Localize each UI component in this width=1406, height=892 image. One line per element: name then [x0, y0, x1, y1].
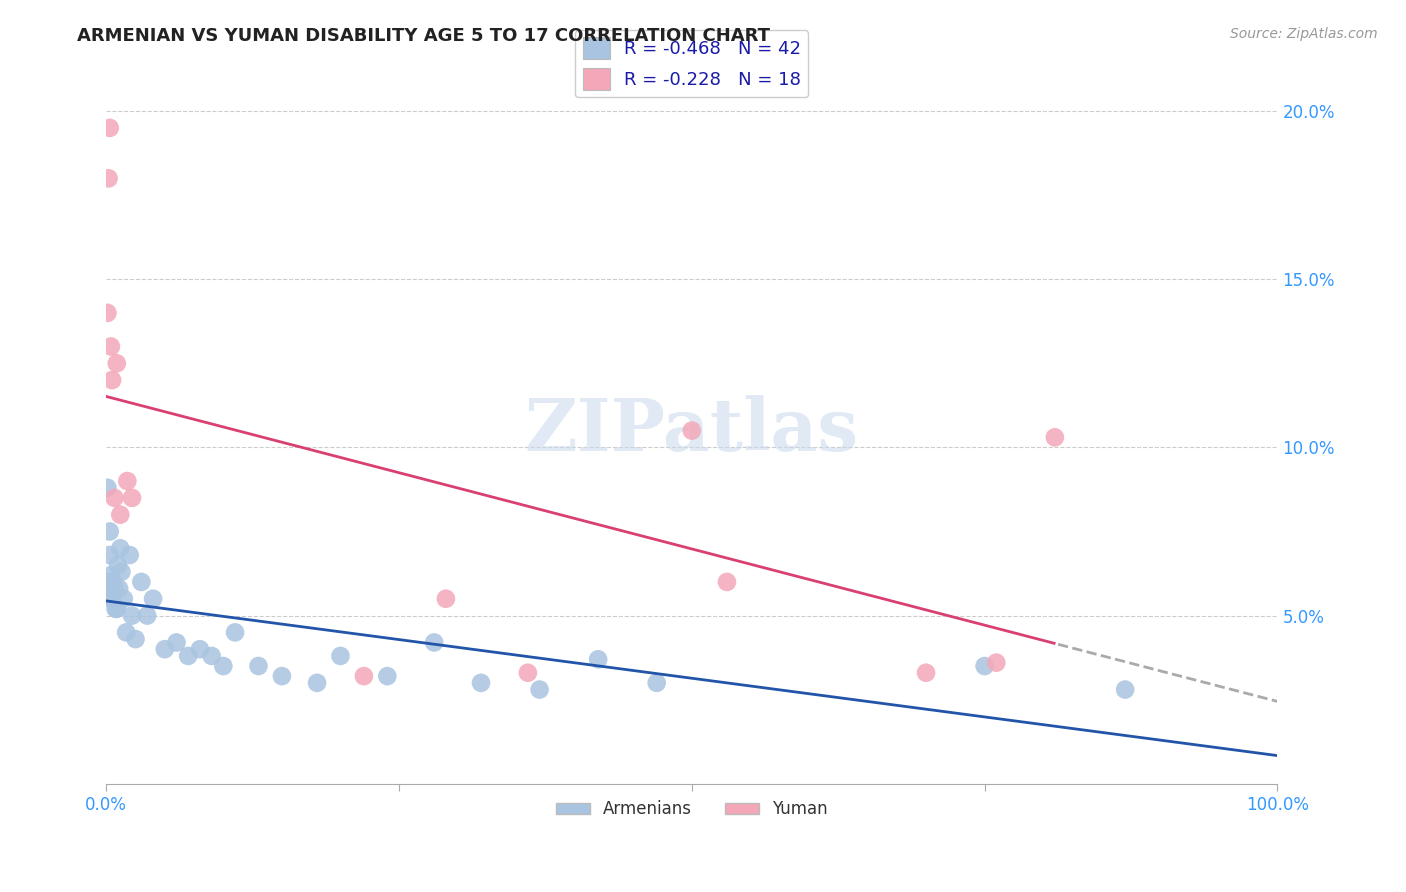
Point: [142, 591, 165, 606]
Point: [101, 591, 124, 606]
Point: [681, 424, 703, 438]
Point: [177, 648, 200, 663]
Point: [247, 659, 270, 673]
Text: ZIPatlas: ZIPatlas: [524, 395, 859, 467]
Point: [124, 632, 146, 646]
Point: [529, 682, 551, 697]
Point: [136, 608, 159, 623]
Point: [104, 602, 127, 616]
Point: [516, 665, 538, 680]
Text: ARMENIAN VS YUMAN DISABILITY AGE 5 TO 17 CORRELATION CHART: ARMENIAN VS YUMAN DISABILITY AGE 5 TO 17…: [77, 27, 770, 45]
Point: [100, 339, 122, 353]
Point: [103, 574, 125, 589]
Point: [96, 306, 118, 320]
Point: [105, 602, 128, 616]
Point: [103, 582, 125, 596]
Legend: Armenians, Yuman: Armenians, Yuman: [550, 794, 834, 825]
Point: [212, 659, 235, 673]
Point: [329, 648, 352, 663]
Point: [188, 642, 211, 657]
Point: [97, 574, 120, 589]
Point: [375, 669, 398, 683]
Point: [118, 548, 141, 562]
Point: [110, 565, 132, 579]
Point: [470, 676, 492, 690]
Point: [423, 635, 446, 649]
Point: [121, 608, 143, 623]
Point: [98, 524, 121, 539]
Point: [1043, 430, 1066, 444]
Point: [201, 648, 224, 663]
Point: [98, 548, 121, 562]
Point: [586, 652, 609, 666]
Point: [645, 676, 668, 690]
Text: Source: ZipAtlas.com: Source: ZipAtlas.com: [1230, 27, 1378, 41]
Point: [353, 669, 375, 683]
Point: [1114, 682, 1136, 697]
Point: [224, 625, 246, 640]
Point: [110, 508, 132, 522]
Point: [97, 171, 120, 186]
Point: [117, 474, 139, 488]
Point: [434, 591, 457, 606]
Point: [305, 676, 328, 690]
Point: [98, 120, 121, 135]
Point: [271, 669, 294, 683]
Point: [112, 591, 135, 606]
Point: [107, 558, 129, 573]
Point: [108, 582, 131, 596]
Point: [115, 625, 138, 640]
Point: [131, 574, 153, 589]
Point: [986, 656, 1008, 670]
Point: [103, 491, 125, 505]
Point: [96, 481, 118, 495]
Point: [101, 373, 124, 387]
Point: [716, 574, 738, 589]
Point: [973, 659, 995, 673]
Point: [166, 635, 188, 649]
Point: [100, 568, 122, 582]
Point: [110, 541, 132, 556]
Point: [153, 642, 176, 657]
Point: [915, 665, 938, 680]
Point: [105, 356, 128, 370]
Point: [121, 491, 143, 505]
Point: [100, 591, 122, 606]
